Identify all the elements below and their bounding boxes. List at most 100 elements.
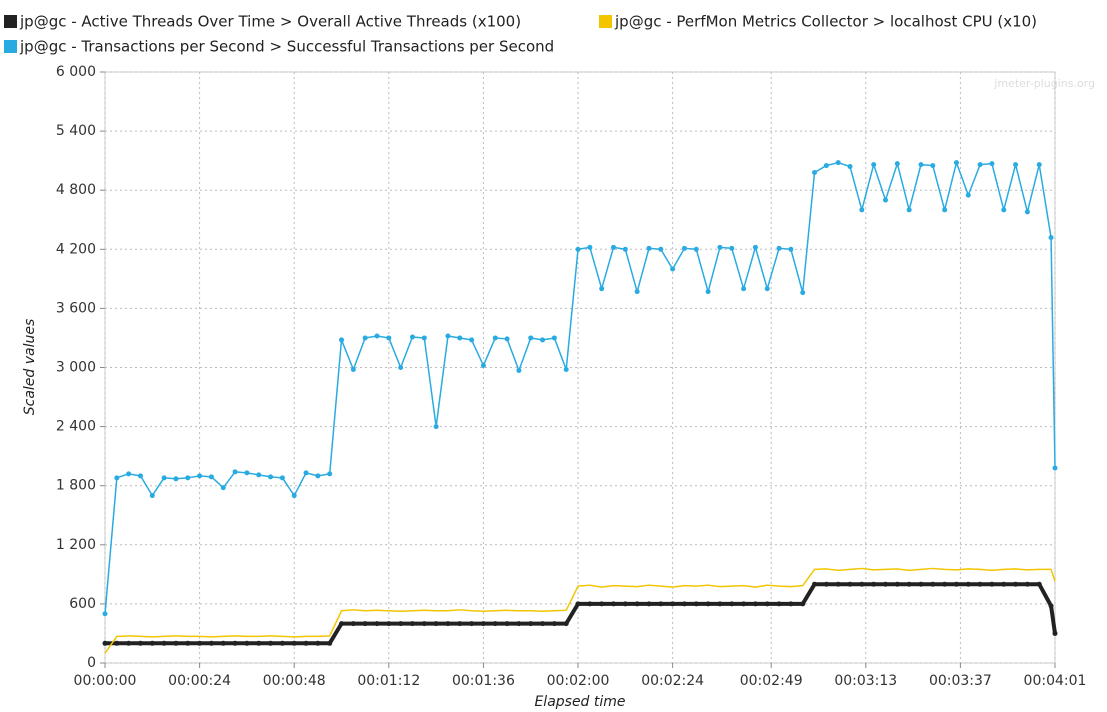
point bbox=[953, 581, 959, 587]
point bbox=[492, 335, 498, 341]
point bbox=[339, 621, 345, 627]
point bbox=[374, 333, 380, 339]
point bbox=[764, 286, 770, 292]
legend-label: jp@gc - PerfMon Metrics Collector > loca… bbox=[614, 13, 1037, 31]
point bbox=[185, 640, 191, 646]
point bbox=[244, 470, 250, 476]
point bbox=[800, 601, 806, 607]
point bbox=[705, 289, 711, 295]
point bbox=[930, 163, 936, 169]
point bbox=[729, 245, 735, 251]
point bbox=[670, 266, 676, 272]
point bbox=[102, 640, 108, 646]
point bbox=[551, 335, 557, 341]
legend-swatch bbox=[599, 15, 612, 28]
point bbox=[492, 621, 498, 627]
point bbox=[268, 474, 274, 480]
series-line bbox=[105, 582, 1057, 646]
point bbox=[185, 475, 191, 481]
x-tick-label: 00:00:00 bbox=[74, 673, 137, 689]
point bbox=[989, 581, 995, 587]
point bbox=[611, 601, 617, 607]
y-axis-title: Scaled values bbox=[22, 319, 38, 416]
y-tick-label: 3 000 bbox=[56, 360, 96, 376]
x-tick-label: 00:01:12 bbox=[357, 673, 420, 689]
point bbox=[540, 337, 546, 343]
point bbox=[445, 621, 451, 627]
y-tick-label: 6 000 bbox=[56, 64, 96, 80]
point bbox=[693, 246, 699, 252]
point bbox=[942, 581, 948, 587]
point bbox=[256, 472, 262, 478]
point bbox=[137, 640, 143, 646]
x-tick-label: 00:03:13 bbox=[834, 673, 897, 689]
point bbox=[989, 161, 995, 167]
point bbox=[303, 470, 309, 476]
point bbox=[232, 640, 238, 646]
y-tick-label: 4 800 bbox=[56, 182, 96, 198]
point bbox=[516, 367, 522, 373]
point bbox=[315, 640, 321, 646]
x-tick-label: 00:00:48 bbox=[263, 673, 326, 689]
point bbox=[847, 581, 853, 587]
point bbox=[1052, 630, 1058, 636]
point bbox=[197, 640, 203, 646]
y-tick-label: 0 bbox=[87, 655, 96, 671]
point bbox=[658, 601, 664, 607]
point bbox=[149, 640, 155, 646]
point bbox=[812, 169, 818, 175]
point bbox=[788, 246, 794, 252]
point bbox=[327, 640, 333, 646]
point bbox=[421, 621, 427, 627]
point bbox=[1001, 207, 1007, 213]
x-tick-label: 00:02:49 bbox=[740, 673, 803, 689]
point bbox=[149, 493, 155, 499]
point bbox=[575, 601, 581, 607]
point bbox=[871, 162, 877, 168]
point bbox=[788, 601, 794, 607]
point bbox=[291, 493, 297, 499]
point bbox=[681, 601, 687, 607]
y-tick-label: 2 400 bbox=[56, 419, 96, 435]
y-tick-label: 1 800 bbox=[56, 478, 96, 494]
point bbox=[776, 245, 782, 251]
point bbox=[516, 621, 522, 627]
point bbox=[114, 475, 120, 481]
point bbox=[835, 581, 841, 587]
point bbox=[398, 365, 404, 370]
point bbox=[362, 335, 368, 341]
watermark: jmeter-plugins.org bbox=[993, 77, 1095, 90]
point bbox=[232, 469, 238, 475]
point bbox=[752, 601, 758, 607]
x-tick-label: 00:00:24 bbox=[168, 673, 231, 689]
point bbox=[599, 601, 605, 607]
point bbox=[823, 163, 829, 169]
point bbox=[173, 640, 179, 646]
point bbox=[208, 474, 214, 480]
point bbox=[812, 581, 818, 587]
point bbox=[1036, 162, 1042, 168]
point bbox=[350, 366, 356, 372]
point bbox=[102, 611, 108, 617]
point bbox=[729, 601, 735, 607]
point bbox=[137, 473, 143, 479]
point bbox=[457, 335, 463, 341]
point bbox=[906, 207, 912, 213]
x-tick-label: 00:04:01 bbox=[1024, 673, 1087, 689]
point bbox=[717, 244, 723, 250]
point bbox=[279, 640, 285, 646]
point bbox=[871, 581, 877, 587]
point bbox=[634, 601, 640, 607]
point bbox=[197, 473, 203, 479]
point bbox=[469, 621, 475, 627]
legend-swatch bbox=[4, 40, 17, 53]
point bbox=[575, 246, 581, 252]
point bbox=[918, 162, 924, 168]
point bbox=[587, 601, 593, 607]
point bbox=[894, 161, 900, 167]
series-line bbox=[104, 161, 1056, 614]
point bbox=[705, 601, 711, 607]
point bbox=[977, 581, 983, 587]
y-tick-label: 4 200 bbox=[56, 241, 96, 257]
